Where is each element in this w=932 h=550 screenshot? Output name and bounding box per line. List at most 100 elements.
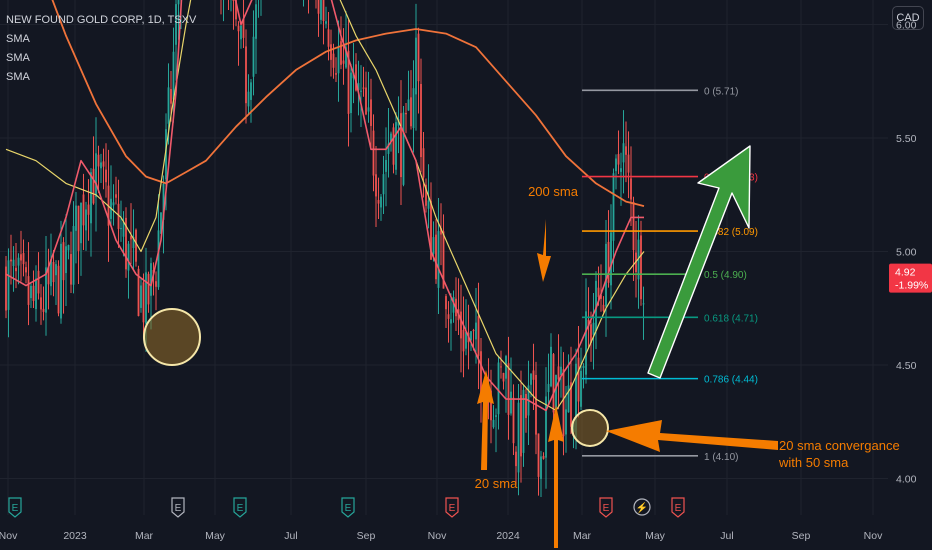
event-glyph: E [345, 503, 352, 514]
candle-body [435, 234, 437, 280]
candle-body [507, 363, 510, 415]
candle-body [37, 270, 40, 294]
candle [627, 131, 630, 199]
candle-body [390, 133, 392, 142]
sma-legend-1[interactable]: SMA [6, 33, 30, 45]
candle [155, 271, 157, 311]
price-tick-label: 4.50 [896, 360, 917, 372]
candle [340, 16, 342, 70]
candle-body [515, 451, 517, 467]
candle-body [502, 372, 505, 382]
event-markers[interactable]: E E E E E E ⚡ E [8, 497, 685, 518]
candle-body [622, 143, 625, 163]
candle [75, 192, 77, 264]
candle [600, 264, 602, 312]
candle-body [605, 243, 607, 307]
candle [242, 0, 245, 48]
candle-body [25, 267, 27, 273]
fib-label: 0.382 (5.09) [704, 227, 758, 238]
candle-body [447, 314, 450, 319]
fib-level: 0.382 (5.09) [582, 227, 758, 238]
candle [342, 28, 345, 85]
candle [22, 239, 25, 277]
candle [520, 370, 522, 483]
candle-body [500, 366, 502, 368]
candle-body [330, 44, 332, 60]
candle [462, 296, 465, 378]
candle [135, 228, 137, 267]
sma200-line [51, 0, 645, 207]
fibonacci-retracement[interactable]: 0 (5.71)0.236 (5.33)0.382 (5.09)0.5 (4.9… [582, 86, 758, 463]
candle-body [600, 294, 602, 299]
event-glyph: E [449, 503, 456, 514]
candle [502, 372, 505, 390]
earnings-badge [171, 497, 185, 518]
candle-body [137, 268, 140, 317]
sma-legend-3[interactable]: SMA [6, 71, 30, 83]
candle [440, 203, 442, 266]
candle [450, 293, 452, 351]
candle [90, 168, 92, 257]
fib-label: 0 (5.71) [704, 86, 738, 97]
price-tick-label: 4.00 [896, 474, 917, 486]
candle-body [150, 263, 152, 296]
candle [417, 27, 420, 114]
candle-body [325, 21, 327, 24]
candle [435, 218, 437, 284]
symbol-title[interactable]: NEW FOUND GOLD CORP, 1D, TSXV [6, 14, 197, 26]
candle-body [242, 18, 245, 38]
time-axis[interactable]: Nov 2023 Mar May Jul Sep Nov 2024 Mar May Jul Sep No… [0, 530, 883, 542]
candle [397, 96, 400, 154]
candle-body [460, 311, 462, 339]
candle-body [175, 4, 177, 45]
candle-body [252, 36, 255, 77]
candle [550, 333, 552, 388]
candle-body [337, 47, 340, 74]
candle [172, 27, 175, 123]
candle-body [322, 0, 325, 21]
sma-legend-2[interactable]: SMA [6, 52, 30, 64]
candle [255, 0, 257, 74]
earnings-badge [671, 497, 685, 518]
time-tick-label: Sep [357, 530, 376, 542]
candle-body [465, 331, 467, 349]
candle [460, 284, 462, 373]
candle [532, 343, 535, 411]
candle-body [135, 229, 137, 262]
price-axis[interactable]: 4.004.505.005.506.006.507.007.50 [896, 0, 917, 486]
candle-body [437, 231, 440, 288]
currency-button[interactable]: CAD [892, 6, 924, 30]
candle-body [52, 262, 55, 283]
annotation-drawings[interactable]: 200 sma 20 sma 20 sma convergance with 50 s… [143, 145, 900, 548]
candle-body [537, 433, 540, 477]
candle [445, 293, 447, 328]
event-marker: E [171, 497, 185, 518]
chart-legend: NEW FOUND GOLD CORP, 1D, TSXV SMA SMA SM… [6, 11, 196, 87]
candle [345, 11, 347, 69]
candle [35, 265, 37, 322]
fib-level: 0.786 (4.44) [582, 375, 758, 386]
candle [630, 146, 632, 227]
fib-label: 1 (4.10) [704, 452, 738, 463]
candle [515, 446, 517, 485]
candle [235, 0, 237, 27]
candle-body [17, 257, 20, 266]
candle [362, 66, 365, 97]
candle-body [472, 330, 475, 332]
annotation-label: 20 sma convergance [779, 438, 900, 453]
candle-body [597, 287, 600, 297]
price-tick-label: 5.00 [896, 247, 917, 259]
candle-body [67, 245, 70, 251]
candle [412, 60, 415, 153]
candle [622, 110, 625, 194]
candle-body [92, 168, 95, 204]
candle-body [132, 237, 135, 249]
candle [252, 10, 255, 96]
candle [480, 338, 482, 423]
candle-body [462, 330, 465, 352]
candle [355, 53, 357, 92]
candle [12, 246, 15, 292]
candle [55, 260, 57, 305]
